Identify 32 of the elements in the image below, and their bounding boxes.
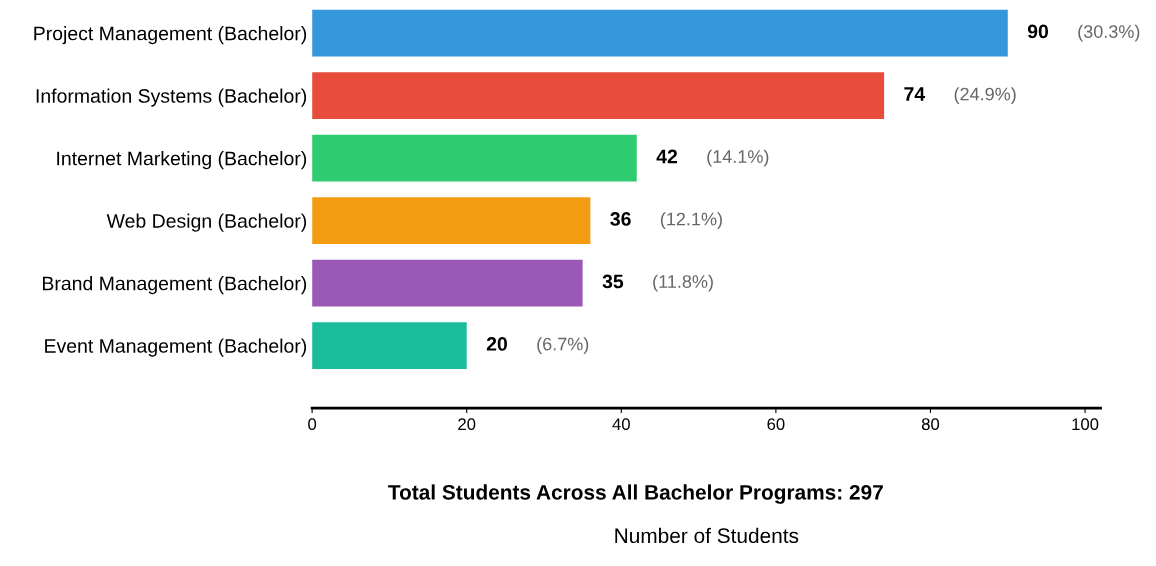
annotation: (30.3%) — [1078, 24, 1140, 42]
data-label: 35 — [602, 274, 624, 289]
y-tick-label: Information Systems (Bachelor) — [36, 88, 307, 107]
annotation: (14.1%) — [707, 149, 769, 167]
x-tick-label: 100 — [1072, 418, 1099, 431]
bar — [312, 259, 583, 307]
x-tick-label: 20 — [458, 418, 476, 431]
bar — [312, 134, 637, 182]
text: Total Students Across All Bachelor Programs: 297 — [388, 484, 883, 504]
data-label: 90 — [1027, 24, 1049, 39]
data-label: 42 — [656, 149, 678, 164]
x-tick-label: 80 — [921, 418, 940, 431]
bar — [312, 72, 885, 120]
y-tick-label: Brand Management (Bachelor) — [42, 276, 307, 295]
y-tick-label: Web Design (Bachelor) — [106, 213, 307, 232]
annotation: (11.8%) — [653, 274, 713, 292]
annotation: (6.7%) — [537, 337, 589, 354]
data-label: 36 — [610, 212, 631, 226]
y-tick-label: Internet Marketing (Bachelor) — [57, 151, 307, 170]
x-tick-label: 60 — [767, 418, 785, 431]
bar — [312, 322, 467, 370]
y-tick-label: Project Management (Bachelor) — [34, 26, 307, 45]
annotation: (24.9%) — [954, 87, 1016, 105]
data-label: 74 — [904, 87, 926, 101]
annotation: (12.1%) — [660, 212, 722, 230]
y-tick-label: Event Management (Bachelor) — [45, 338, 307, 357]
x-tick-label: 0 — [308, 418, 317, 431]
data-label: 20 — [486, 337, 507, 351]
x-tick-label: 40 — [612, 418, 630, 431]
bar — [312, 197, 591, 245]
bar — [312, 9, 1008, 57]
x-axis-title: Number of Students — [615, 527, 799, 544]
